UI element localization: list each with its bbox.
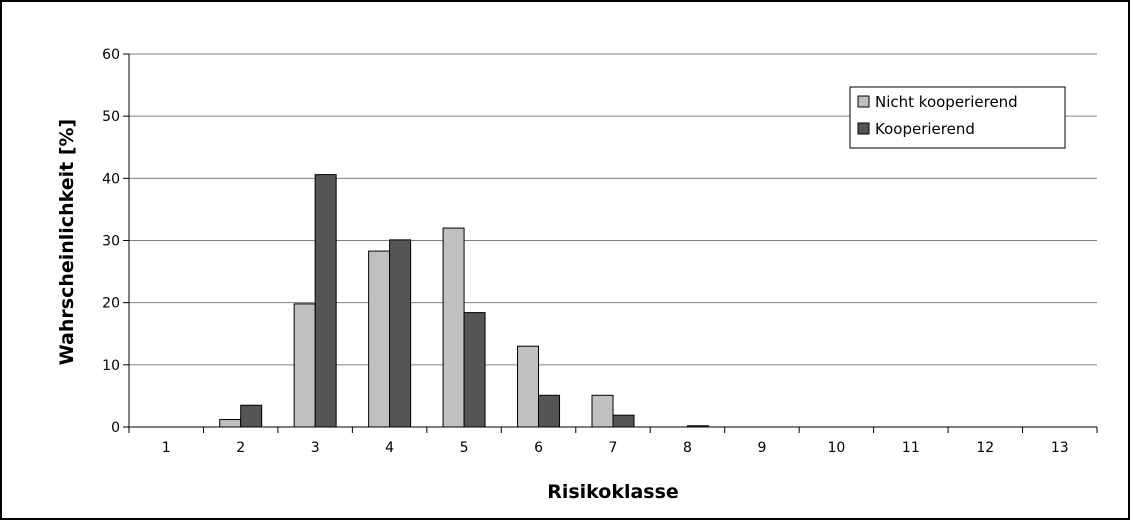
legend-label-kooperierend: Kooperierend — [875, 120, 975, 138]
bars — [219, 174, 709, 428]
legend: Nicht kooperierend Kooperierend — [849, 86, 1066, 149]
y-tick-label: 50 — [102, 109, 120, 125]
x-tick-label: 2 — [236, 440, 245, 456]
bar-nicht-kooperierend — [368, 250, 391, 428]
x-tick-label: 13 — [1051, 440, 1069, 456]
bar-nicht-kooperierend — [219, 419, 242, 428]
y-tick-label: 0 — [111, 420, 120, 436]
y-tick-label: 60 — [102, 47, 120, 63]
bar-kooperierend — [389, 239, 412, 428]
bar-kooperierend — [538, 394, 561, 428]
legend-box — [849, 86, 1066, 149]
bar-nicht-kooperierend — [591, 394, 614, 428]
bar-kooperierend — [463, 312, 486, 428]
y-tick-label: 40 — [102, 171, 120, 187]
axes — [123, 53, 1098, 433]
x-tick-label: 7 — [609, 440, 618, 456]
x-tick-label: 5 — [460, 440, 469, 456]
x-tick-label: 1 — [162, 440, 171, 456]
legend-label-nicht-kooperierend: Nicht kooperierend — [875, 93, 1018, 111]
y-tick-label: 30 — [102, 234, 120, 250]
y-axis-title: Wahrscheinlichkeit [%] — [56, 119, 78, 365]
y-tick-labels: 0 10 20 30 40 50 60 — [102, 47, 120, 436]
x-tick-label: 9 — [757, 440, 766, 456]
bar-kooperierend — [314, 174, 337, 428]
y-tick-label: 20 — [102, 296, 120, 312]
bar-nicht-kooperierend — [442, 227, 465, 428]
gridlines — [129, 53, 1097, 366]
x-tick-label: 3 — [311, 440, 320, 456]
x-tick-label: 11 — [902, 440, 920, 456]
bar-kooperierend — [240, 404, 263, 428]
bar-nicht-kooperierend — [293, 303, 316, 428]
x-tick-labels: 1 2 3 4 5 6 7 8 9 10 11 12 13 — [162, 440, 1069, 456]
y-tick-label: 10 — [102, 358, 120, 374]
legend-swatch-nicht-kooperierend — [857, 95, 870, 108]
x-axis-title: Risikoklasse — [547, 481, 679, 503]
x-tick-label: 10 — [827, 440, 845, 456]
x-tick-label: 4 — [385, 440, 394, 456]
bar-kooperierend — [612, 414, 635, 428]
x-tick-label: 8 — [683, 440, 692, 456]
legend-swatch-kooperierend — [857, 122, 870, 135]
x-tick-label: 6 — [534, 440, 543, 456]
bar-nicht-kooperierend — [517, 345, 540, 428]
x-tick-label: 12 — [976, 440, 994, 456]
